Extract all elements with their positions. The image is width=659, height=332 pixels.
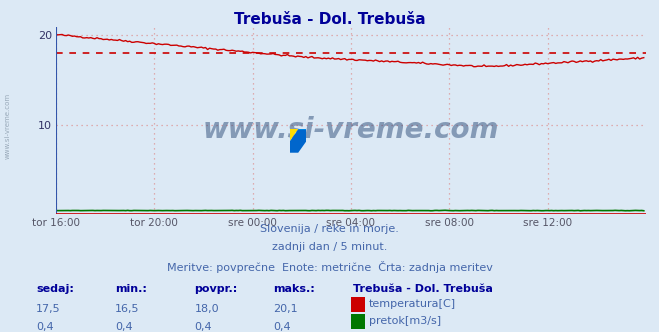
Text: www.si-vreme.com: www.si-vreme.com (203, 116, 499, 144)
Text: zadnji dan / 5 minut.: zadnji dan / 5 minut. (272, 242, 387, 252)
Text: sedaj:: sedaj: (36, 284, 74, 294)
Text: Trebuša - Dol. Trebuša: Trebuša - Dol. Trebuša (234, 12, 425, 27)
Text: Meritve: povprečne  Enote: metrične  Črta: zadnja meritev: Meritve: povprečne Enote: metrične Črta:… (167, 261, 492, 273)
Polygon shape (290, 129, 306, 153)
Text: pretok[m3/s]: pretok[m3/s] (369, 316, 441, 326)
Text: www.si-vreme.com: www.si-vreme.com (5, 93, 11, 159)
Text: Slovenija / reke in morje.: Slovenija / reke in morje. (260, 224, 399, 234)
Text: 20,1: 20,1 (273, 304, 298, 314)
Text: povpr.:: povpr.: (194, 284, 238, 294)
Polygon shape (290, 129, 298, 141)
Text: 0,4: 0,4 (36, 322, 54, 332)
Text: 0,4: 0,4 (115, 322, 133, 332)
Text: 0,4: 0,4 (194, 322, 212, 332)
Polygon shape (298, 129, 306, 141)
Text: 0,4: 0,4 (273, 322, 291, 332)
Text: 16,5: 16,5 (115, 304, 140, 314)
Text: Trebuša - Dol. Trebuša: Trebuša - Dol. Trebuša (353, 284, 492, 294)
Text: temperatura[C]: temperatura[C] (369, 299, 456, 309)
Text: min.:: min.: (115, 284, 147, 294)
Text: maks.:: maks.: (273, 284, 315, 294)
Text: 17,5: 17,5 (36, 304, 61, 314)
Text: 18,0: 18,0 (194, 304, 219, 314)
